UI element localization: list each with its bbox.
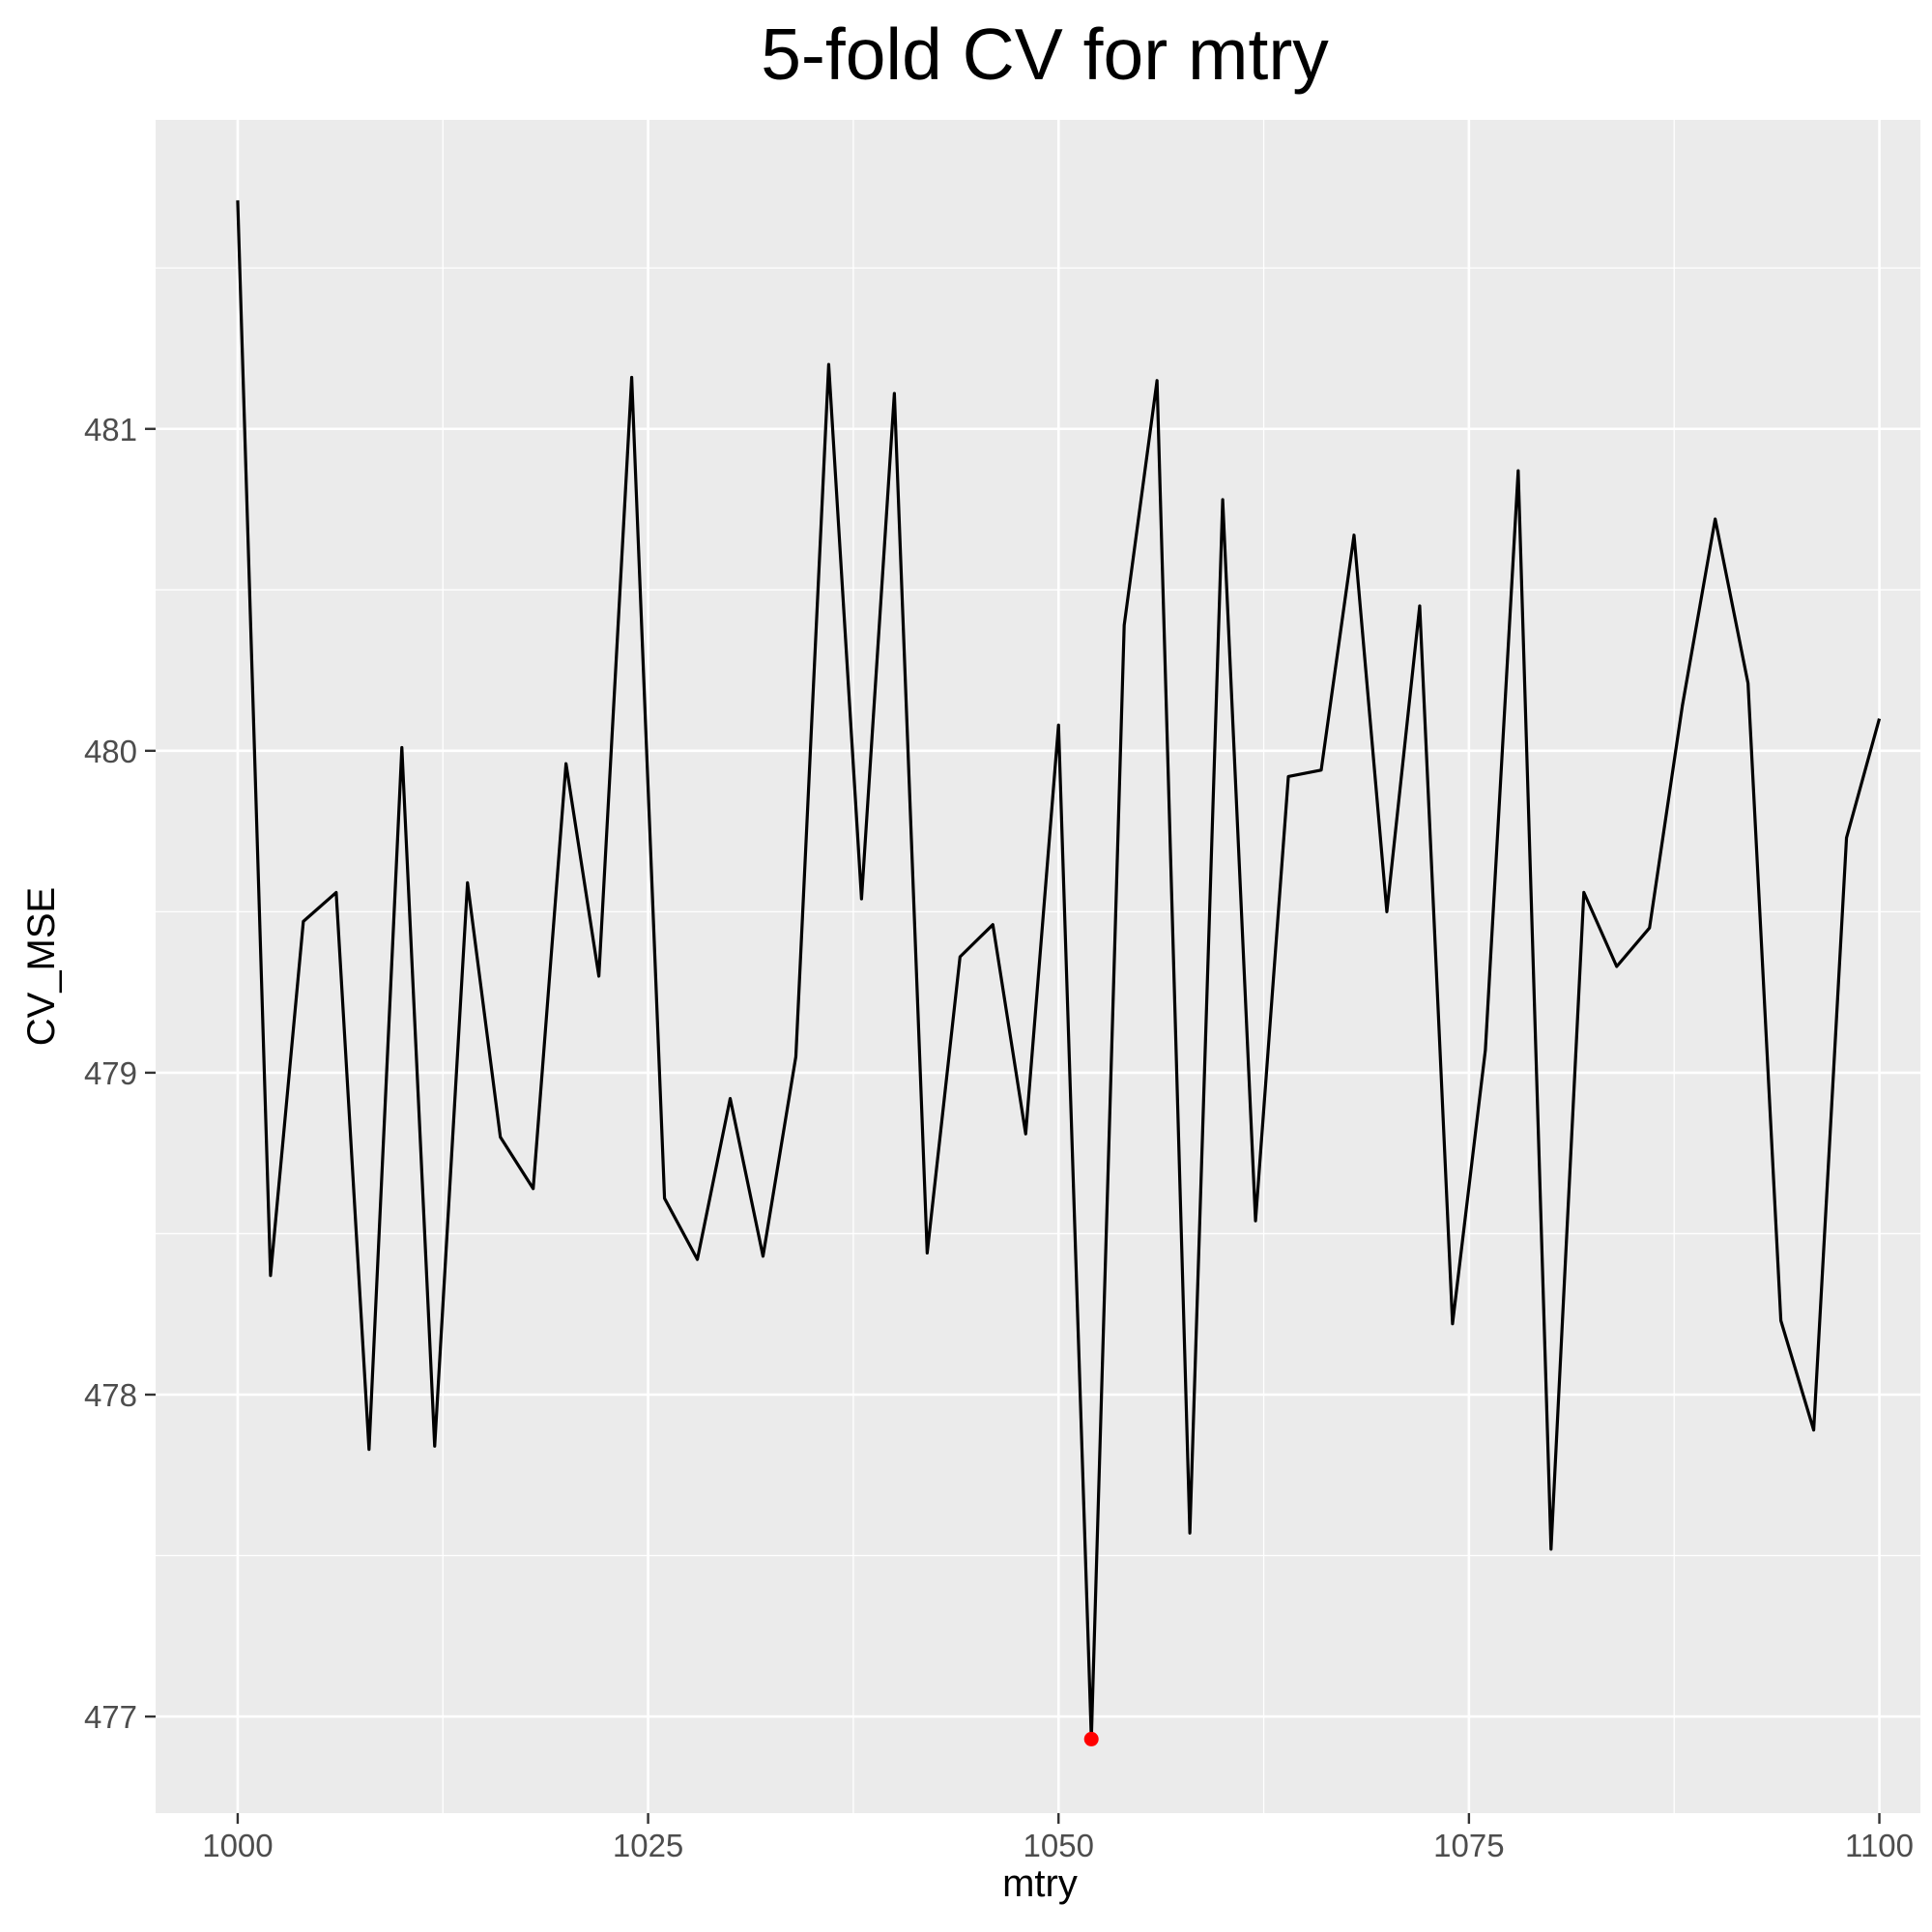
y-tick-label: 477 (84, 1699, 137, 1735)
x-tick-label: 1025 (613, 1828, 683, 1863)
y-tick-label: 478 (84, 1377, 137, 1413)
x-tick-label: 1100 (1845, 1828, 1914, 1863)
x-tick-label: 1050 (1024, 1828, 1094, 1863)
x-axis-ticks: 1000 1025 1050 1075 1100 (202, 1813, 1914, 1863)
minor-gridlines (156, 120, 1920, 1813)
x-tick-label: 1075 (1433, 1828, 1504, 1863)
y-axis-label: CV_MSE (20, 887, 63, 1047)
chart-title: 5-fold CV for mtry (761, 14, 1329, 95)
y-tick-label: 480 (84, 734, 137, 769)
x-axis-label: mtry (1002, 1862, 1078, 1905)
y-axis-ticks: 477 478 479 480 481 (84, 412, 156, 1735)
data-points (237, 200, 1880, 1740)
major-gridlines (156, 120, 1920, 1813)
y-tick-label: 481 (84, 412, 137, 447)
x-tick-label: 1000 (202, 1828, 273, 1863)
y-tick-label: 479 (84, 1055, 137, 1091)
minimum-point (1083, 1731, 1099, 1746)
